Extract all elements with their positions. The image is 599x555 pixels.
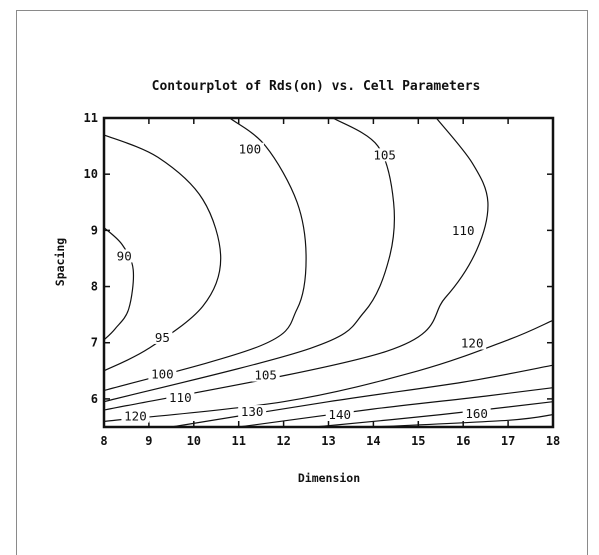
contour-label: 130	[241, 404, 264, 419]
x-tick-label: 8	[100, 434, 107, 448]
y-tick-label: 8	[91, 280, 98, 294]
contour-label: 105	[373, 147, 396, 162]
x-tick-label: 10	[187, 434, 201, 448]
contour-line-130	[171, 365, 553, 427]
contour-label: 100	[151, 366, 174, 381]
y-tick-label: 11	[84, 111, 98, 125]
y-tick-labels: 6 7 8 9 10 11	[84, 111, 98, 406]
contour-label: 110	[452, 223, 475, 238]
contour-line-90	[104, 228, 133, 340]
contour-label: 90	[117, 248, 132, 263]
x-tick-label: 14	[366, 434, 380, 448]
contour-label: 120	[124, 409, 147, 424]
y-tick-label: 6	[91, 392, 98, 406]
contour-line-105	[104, 118, 394, 402]
x-tick-label: 16	[456, 434, 470, 448]
x-tick-label: 12	[276, 434, 290, 448]
contour-label: 140	[328, 407, 351, 422]
y-tick-label: 9	[91, 223, 98, 237]
x-tick-label: 11	[231, 434, 245, 448]
x-tick-label: 9	[145, 434, 152, 448]
x-tick-labels: 8 9 10 11 12 13 14 15 16 17 18	[100, 434, 560, 448]
x-tick-label: 13	[321, 434, 335, 448]
y-tick-label: 10	[84, 167, 98, 181]
contour-line-100	[104, 118, 306, 391]
y-axis-label: Spacing	[53, 238, 67, 287]
contour-label: 95	[155, 330, 170, 345]
x-tick-label: 17	[501, 434, 515, 448]
contour-label: 110	[169, 390, 192, 405]
x-tick-label: 15	[411, 434, 425, 448]
contour-label: 120	[461, 336, 484, 351]
contour-label: 160	[465, 406, 488, 421]
x-tick-label: 18	[546, 434, 560, 448]
x-axis-label: Dimension	[298, 471, 360, 485]
contour-labels: 90 95 100 100 105 105 110 110 120 120 130 140 160	[114, 142, 490, 424]
y-tick-label: 7	[91, 336, 98, 350]
chart-title: Contourplot of Rds(on) vs. Cell Paramete…	[152, 79, 481, 94]
contour-label: 100	[239, 142, 262, 157]
contour-label: 105	[254, 368, 277, 383]
